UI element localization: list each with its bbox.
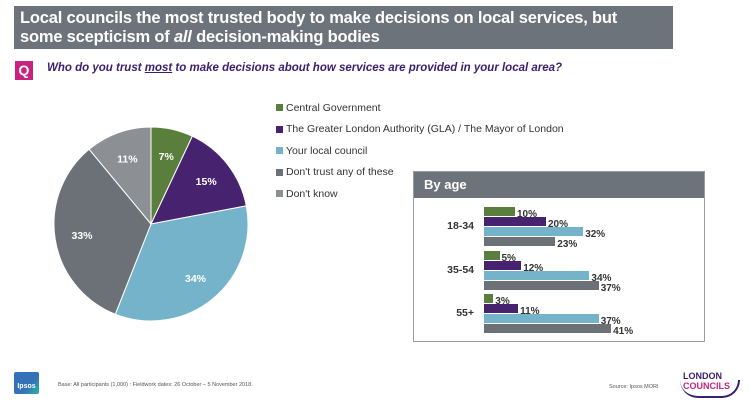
- bar-value-label: 34%: [591, 273, 612, 284]
- pie-slice-local-council: [114, 205, 249, 322]
- pie-slice-dont-know: [88, 126, 152, 226]
- bar-value-label: 20%: [548, 219, 569, 230]
- legend-swatch: [276, 147, 283, 155]
- bar-value-label: 3%: [495, 296, 510, 307]
- by-age-panel: By age 18-34 10% 20% 32% 23% 35-54 5% 12% 34% 37%…: [413, 171, 705, 342]
- legend-label: Don't trust any of these: [286, 166, 394, 179]
- footer-source: Source: Ipsos MORI: [609, 384, 659, 390]
- bar-value-label: 41%: [613, 326, 634, 337]
- bar-value-label: 23%: [557, 239, 578, 250]
- bar-35-54-local-council: [484, 271, 590, 280]
- legend-swatch: [276, 168, 283, 176]
- pie-slice-dont-trust: [53, 148, 152, 315]
- slide-title: Local councils the most trusted body to …: [14, 6, 673, 49]
- bar-35-54-central-government: [484, 251, 500, 260]
- pie-slice-gla: [150, 135, 247, 225]
- pie-label-central-government: 7%: [159, 151, 175, 163]
- bar-value-label: 37%: [600, 316, 621, 327]
- title-line-2-post: decision-making bodies: [191, 28, 380, 46]
- bar-value-label: 10%: [517, 209, 538, 220]
- bar-value-label: 32%: [585, 229, 606, 240]
- bar-55plus-dont-trust: [484, 324, 612, 333]
- bar-value-label: 5%: [501, 253, 516, 264]
- legend-label: Don't know: [286, 187, 338, 200]
- legend-swatch: [276, 190, 283, 198]
- lc-logo-line1: LONDON: [683, 371, 722, 381]
- bar-18-34-central-government: [484, 207, 515, 216]
- london-councils-logo: LONDON COUNCILS: [683, 371, 730, 391]
- legend-label: Central Government: [286, 101, 381, 114]
- by-age-header: By age: [414, 172, 704, 198]
- bar-55plus-gla: [484, 304, 519, 313]
- pie-label-dont-know: 11%: [117, 153, 138, 165]
- pie-label-dont-trust: 33%: [72, 230, 94, 242]
- legend-item-local-council: Your local council: [276, 140, 564, 162]
- legend-swatch: [276, 125, 283, 133]
- bar-18-34-dont-trust: [484, 237, 556, 246]
- question-text-underlined: most: [144, 62, 173, 74]
- bar-35-54-dont-trust: [484, 281, 599, 290]
- title-line-2-pre: some scepticism of: [20, 28, 174, 46]
- age-group-label: 55+: [456, 307, 474, 319]
- bar-55plus-central-government: [484, 294, 494, 303]
- question-text-pre: Who do you trust: [47, 62, 145, 74]
- legend-swatch: [276, 104, 283, 112]
- ipsos-logo: Ipsos: [14, 372, 39, 394]
- pie-legend: Central Government The Greater London Aut…: [276, 97, 564, 205]
- legend-label: Your local council: [286, 144, 368, 157]
- legend-item-dont-know: Don't know: [276, 183, 564, 205]
- pie-label-local-council: 34%: [185, 273, 207, 285]
- pie-label-gla: 15%: [196, 176, 218, 188]
- bar-value-label: 11%: [520, 306, 540, 317]
- legend-item-gla: The Greater London Authority (GLA) / The…: [276, 119, 564, 141]
- lc-logo-line2: COUNCILS: [683, 381, 730, 391]
- title-line-2-emphasis: all: [173, 28, 192, 46]
- bar-value-label: 12%: [523, 263, 544, 274]
- age-group-label: 18-34: [447, 220, 474, 232]
- question-text-post: to make decisions about how services are…: [172, 62, 563, 74]
- legend-item-dont-trust: Don't trust any of these: [276, 162, 564, 184]
- question-badge: Q: [15, 61, 33, 80]
- title-line-1: Local councils the most trusted body to …: [20, 9, 618, 27]
- footer-base-note: Base: All participants (1,000) : Fieldwo…: [58, 382, 253, 388]
- bar-value-label: 37%: [600, 283, 621, 294]
- question-text: Who do you trust most to make decisions …: [47, 62, 562, 74]
- bar-18-34-local-council: [484, 227, 584, 236]
- legend-label: The Greater London Authority (GLA) / The…: [286, 123, 564, 136]
- bar-55plus-local-council: [484, 314, 599, 323]
- age-group-label: 35-54: [447, 264, 474, 276]
- legend-item-central-government: Central Government: [276, 97, 564, 119]
- bar-18-34-gla: [484, 217, 546, 226]
- bar-35-54-gla: [484, 261, 522, 270]
